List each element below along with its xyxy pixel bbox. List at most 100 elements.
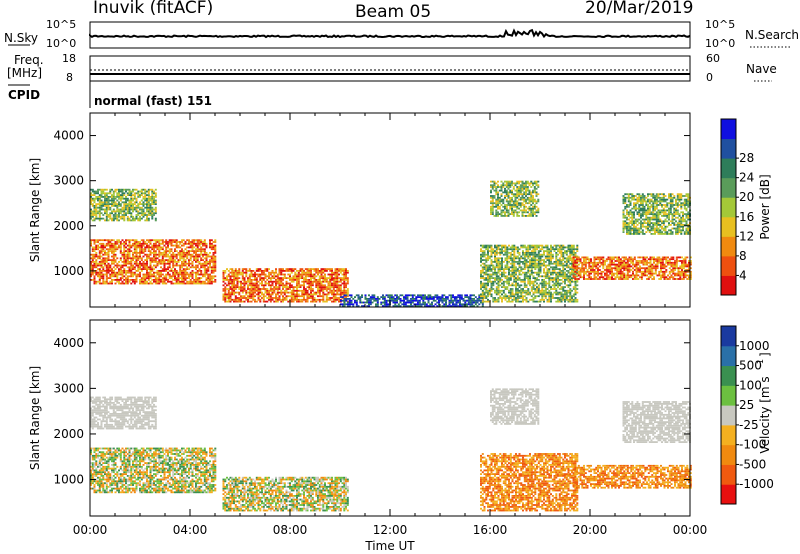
data-cell — [466, 296, 468, 298]
data-cell — [551, 246, 554, 249]
data-cell — [93, 279, 96, 281]
data-cell — [196, 242, 199, 245]
data-cell — [462, 305, 465, 307]
data-cell — [521, 211, 524, 214]
data-cell — [508, 282, 510, 285]
data-cell — [102, 190, 105, 193]
data-cell — [116, 208, 119, 211]
data-cell — [133, 252, 136, 254]
data-cell — [135, 188, 138, 191]
data-cell — [569, 259, 572, 261]
data-cell — [438, 301, 440, 304]
data-cell — [196, 271, 199, 274]
data-cell — [200, 277, 203, 279]
data-cell — [490, 270, 493, 272]
data-cell — [203, 268, 206, 270]
data-cell — [529, 277, 531, 279]
data-cell — [104, 205, 106, 207]
data-cell — [574, 282, 577, 285]
data-cell — [497, 248, 500, 251]
data-cell — [480, 273, 482, 276]
data-cell — [287, 288, 290, 290]
data-cell — [509, 262, 512, 265]
data-cell — [515, 268, 517, 270]
data-cell — [135, 210, 138, 213]
data-cell — [306, 282, 309, 285]
data-cell — [591, 263, 594, 266]
data-cell — [123, 279, 126, 281]
data-cell — [289, 295, 291, 298]
data-cell — [495, 204, 498, 206]
data-cell — [107, 253, 110, 256]
data-cell — [536, 246, 538, 249]
data-cell — [107, 282, 110, 285]
data-cell — [282, 286, 284, 288]
data-cell — [289, 268, 291, 270]
data-cell — [487, 266, 489, 269]
data-cell — [324, 275, 326, 278]
data-cell — [93, 217, 96, 220]
data-cell — [497, 261, 500, 263]
data-cell — [504, 187, 506, 190]
data-cell — [317, 273, 319, 276]
data-cell — [149, 199, 152, 202]
data-cell — [492, 277, 495, 279]
data-cell — [97, 197, 99, 200]
data-cell — [539, 262, 542, 265]
data-cell — [527, 279, 530, 281]
data-cell — [327, 280, 330, 283]
data-cell — [525, 186, 527, 188]
data-cell — [203, 261, 206, 263]
data-cell — [483, 268, 486, 270]
data-cell — [327, 284, 330, 287]
data-cell — [574, 261, 577, 264]
data-cell — [310, 280, 312, 283]
data-cell — [234, 270, 237, 272]
data-cell — [147, 197, 150, 200]
data-cell — [504, 195, 506, 197]
data-cell — [203, 244, 206, 247]
data-cell — [569, 280, 572, 283]
data-cell — [133, 271, 136, 274]
data-cell — [125, 277, 127, 279]
data-cell — [361, 294, 363, 297]
data-cell — [567, 300, 570, 303]
data-cell — [336, 293, 339, 296]
data-cell — [511, 244, 514, 247]
data-cell — [557, 284, 559, 287]
data-cell — [163, 282, 166, 285]
data-cell — [350, 296, 353, 298]
data-cell — [102, 188, 105, 191]
data-cell — [90, 196, 92, 198]
data-cell — [331, 277, 333, 279]
data-cell — [271, 293, 274, 296]
freq-tick-top: 18 — [62, 52, 76, 65]
data-cell — [137, 192, 140, 195]
data-cell — [198, 255, 201, 258]
data-cell — [200, 242, 203, 245]
data-cell — [156, 261, 159, 263]
data-cell — [513, 298, 516, 301]
data-cell — [119, 212, 122, 215]
data-cell — [205, 244, 208, 247]
data-cell — [116, 275, 119, 278]
data-cell — [504, 275, 507, 278]
data-cell — [511, 189, 513, 192]
data-cell — [530, 213, 533, 215]
data-cell — [280, 270, 283, 272]
data-cell — [553, 291, 556, 294]
data-cell — [250, 271, 253, 274]
data-cell — [576, 269, 578, 271]
data-cell — [128, 266, 131, 269]
data-cell — [184, 275, 187, 278]
data-cell — [325, 289, 328, 292]
data-cell — [387, 303, 390, 306]
data-cell — [516, 193, 519, 196]
data-cell — [212, 253, 215, 256]
data-cell — [339, 288, 342, 290]
data-cell — [584, 261, 587, 264]
data-cell — [184, 241, 187, 243]
data-cell — [511, 246, 514, 249]
data-cell — [238, 291, 241, 294]
data-cell — [572, 270, 575, 273]
